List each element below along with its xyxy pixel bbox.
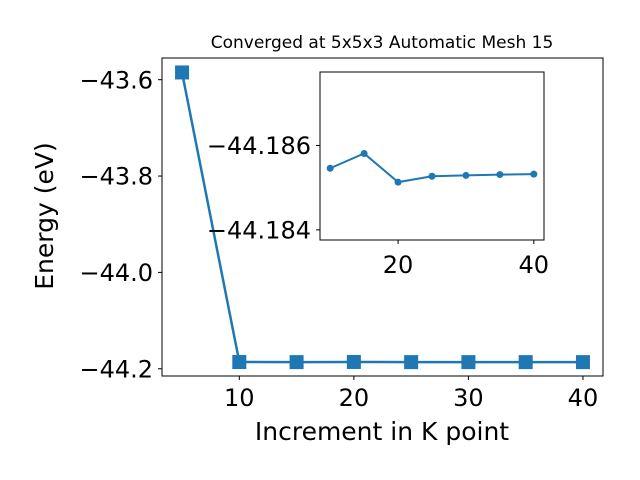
main-y-tick-label: −44.0: [79, 259, 153, 287]
main-data-point: [461, 355, 476, 370]
inset-x-tick-label: 20: [383, 251, 414, 279]
main-x-tick-label: 40: [568, 384, 599, 412]
inset-data-point: [496, 171, 504, 179]
main-x-tick-label: 10: [224, 384, 255, 412]
main-data-point: [175, 65, 190, 80]
inset-data-point: [394, 178, 402, 186]
x-axis-label: Increment in K point: [255, 417, 509, 446]
main-y-tick-label: −43.6: [79, 66, 153, 94]
inset-frame: [319, 71, 545, 241]
inset-data-point: [530, 170, 538, 178]
inset-plot: 20 40 −44.186 −44.184: [207, 71, 550, 279]
main-x-tick-label: 30: [453, 384, 484, 412]
main-data-point: [232, 355, 247, 370]
main-x-tick-label: 20: [339, 384, 370, 412]
main-data-point: [518, 355, 533, 370]
main-data-point: [346, 354, 361, 369]
inset-x-tick-label: 40: [519, 251, 550, 279]
main-series-line: [180, 72, 583, 364]
inset-data-point: [462, 171, 470, 179]
main-data-point: [289, 355, 304, 370]
inset-data-point: [360, 149, 368, 157]
main-y-tick-label: −43.8: [79, 163, 153, 191]
inset-y-tick-label: −44.184: [207, 217, 311, 245]
inset-data-point: [428, 172, 436, 180]
main-data-point: [575, 355, 590, 370]
chart-title: Converged at 5x5x3 Automatic Mesh 15: [211, 33, 554, 53]
inset-data-point: [326, 164, 334, 172]
main-data-point: [404, 355, 419, 370]
inset-y-tick-label: −44.186: [207, 132, 311, 160]
y-axis-label: Energy (eV): [30, 142, 59, 289]
main-y-tick-label: −44.2: [79, 355, 153, 383]
